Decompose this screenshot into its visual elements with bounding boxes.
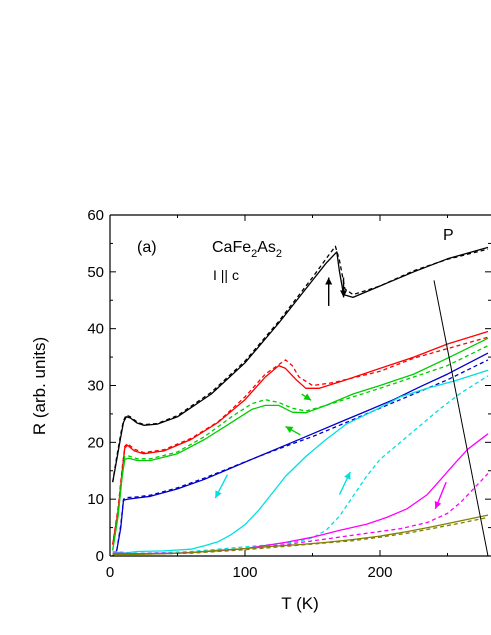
arrow-head-1 <box>325 277 333 285</box>
axis-ticks: 0 10 20 30 40 50 60 0 100 200 <box>87 207 491 581</box>
series-line-12-solid <box>112 514 489 555</box>
series-layer <box>112 245 489 557</box>
x-axis-title: T (K) <box>281 594 318 613</box>
x-tick-label: 200 <box>367 564 392 581</box>
series-line-1-dashed <box>112 245 489 483</box>
series-line-2-solid <box>112 330 489 545</box>
arrow-head-5 <box>344 471 351 480</box>
orientation-label: I || c <box>213 267 239 283</box>
y-tick-label: 40 <box>87 321 104 338</box>
y-tick-label: 10 <box>87 491 104 508</box>
x-tick-label: 100 <box>232 564 257 581</box>
y-axis-title: R (arb. units) <box>30 337 49 435</box>
y-tick-label: 20 <box>87 434 104 451</box>
y-tick-label: 60 <box>87 207 104 224</box>
series-line-10-solid <box>112 433 489 555</box>
series-line-8-solid <box>112 369 489 554</box>
series-line-11-dashed <box>112 473 489 555</box>
plot-frame <box>109 214 491 557</box>
y-tick-label: 0 <box>96 548 104 565</box>
arrow-head-6 <box>434 501 442 509</box>
x-tick-label: 0 <box>106 564 114 581</box>
series-line-13-dashed <box>112 516 489 555</box>
series-line-7-dashed <box>112 359 489 557</box>
arrow-head-2 <box>303 393 312 401</box>
y-tick-label: 50 <box>87 264 104 281</box>
series-line-0-solid <box>112 246 489 483</box>
panel-label: (a) <box>137 239 157 256</box>
arrow-layer <box>214 277 447 510</box>
compound-label: CaFe2As2 <box>212 239 282 260</box>
arrow-head-4 <box>215 490 222 499</box>
series-line-3-dashed <box>112 336 489 545</box>
series-line-4-solid <box>112 337 489 551</box>
y-tick-label: 30 <box>87 378 104 395</box>
pressure-direction-line <box>433 280 489 557</box>
series-line-9-dashed <box>112 375 489 554</box>
arrow-head-3 <box>285 426 294 433</box>
arrow-head-0 <box>340 290 348 298</box>
pressure-label: P <box>443 227 454 244</box>
